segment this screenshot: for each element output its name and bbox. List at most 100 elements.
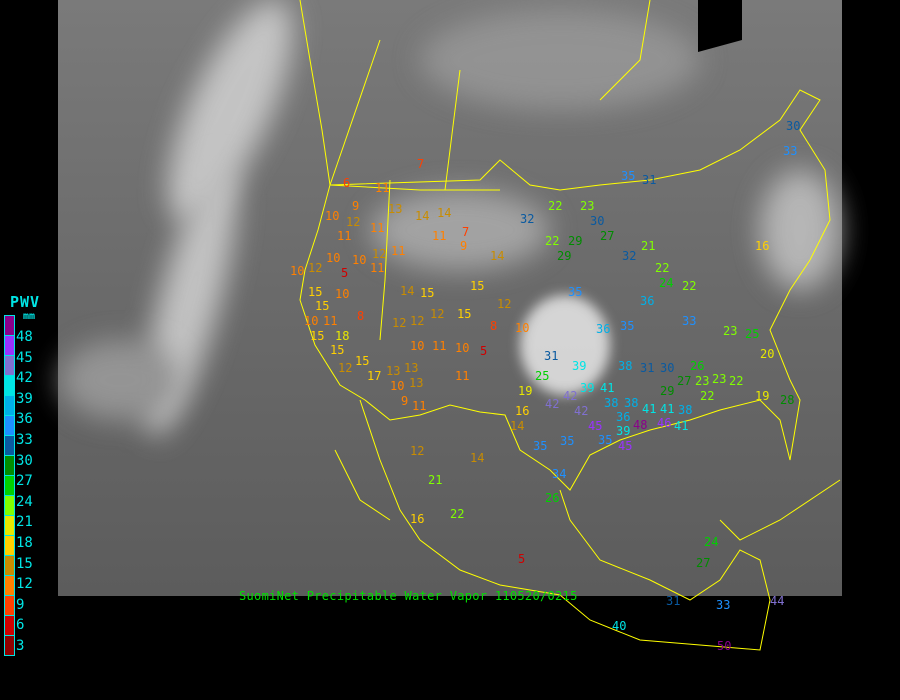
station-pwv-value: 11 bbox=[432, 339, 446, 353]
station-pwv-value: 16 bbox=[410, 512, 424, 526]
station-pwv-value: 10 bbox=[352, 253, 366, 267]
station-pwv-value: 9 bbox=[460, 239, 467, 253]
station-pwv-value: 50 bbox=[717, 639, 731, 653]
station-pwv-value: 12 bbox=[410, 444, 424, 458]
station-pwv-value: 10 bbox=[290, 264, 304, 278]
legend-label: 9 bbox=[16, 596, 25, 613]
legend-label: 21 bbox=[16, 514, 33, 531]
station-pwv-value: 38 bbox=[624, 396, 638, 410]
station-pwv-value: 23 bbox=[712, 372, 726, 386]
station-pwv-value: 11 bbox=[432, 229, 446, 243]
station-pwv-value: 42 bbox=[563, 389, 577, 403]
no-data-region bbox=[698, 0, 742, 52]
station-pwv-value: 35 bbox=[533, 439, 547, 453]
color-legend bbox=[4, 315, 15, 656]
station-pwv-value: 16 bbox=[755, 239, 769, 253]
station-pwv-value: 15 bbox=[308, 285, 322, 299]
station-pwv-value: 34 bbox=[552, 467, 566, 481]
station-pwv-value: 9 bbox=[401, 394, 408, 408]
station-pwv-value: 33 bbox=[682, 314, 696, 328]
legend-label: 6 bbox=[16, 617, 25, 634]
station-pwv-value: 8 bbox=[490, 319, 497, 333]
station-pwv-value: 14 bbox=[470, 451, 484, 465]
station-pwv-value: 12 bbox=[430, 307, 444, 321]
political-borders bbox=[299, 0, 841, 651]
station-pwv-value: 26 bbox=[690, 359, 704, 373]
station-pwv-value: 10 bbox=[410, 339, 424, 353]
legend-label: 39 bbox=[16, 390, 33, 407]
station-pwv-value: 23 bbox=[695, 374, 709, 388]
station-pwv-value: 5 bbox=[480, 344, 487, 358]
station-pwv-value: 15 bbox=[310, 329, 324, 343]
legend-swatch bbox=[4, 576, 15, 596]
station-pwv-value: 10 bbox=[325, 209, 339, 223]
station-pwv-value: 32 bbox=[622, 249, 636, 263]
legend-title: PWV bbox=[10, 293, 41, 311]
legend-swatch bbox=[4, 396, 15, 416]
legend-swatch bbox=[4, 376, 15, 396]
station-pwv-value: 24 bbox=[704, 535, 718, 549]
legend-swatch bbox=[4, 536, 15, 556]
station-pwv-value: 27 bbox=[677, 374, 691, 388]
station-pwv-value: 11 bbox=[323, 314, 337, 328]
station-pwv-value: 13 bbox=[388, 202, 402, 216]
station-pwv-value: 10 bbox=[304, 314, 318, 328]
station-pwv-value: 12 bbox=[346, 215, 360, 229]
legend-swatch bbox=[4, 516, 15, 536]
station-pwv-value: 45 bbox=[618, 439, 632, 453]
legend-label: 33 bbox=[16, 432, 33, 448]
station-pwv-value: 10 bbox=[335, 287, 349, 301]
station-pwv-value: 13 bbox=[404, 361, 418, 375]
station-pwv-value: 19 bbox=[518, 384, 532, 398]
station-pwv-value: 25 bbox=[745, 327, 759, 341]
station-pwv-value: 22 bbox=[682, 279, 696, 293]
station-pwv-value: 6 bbox=[343, 176, 350, 190]
station-pwv-value: 38 bbox=[618, 359, 632, 373]
station-pwv-value: 19 bbox=[755, 389, 769, 403]
station-pwv-value: 8 bbox=[357, 309, 364, 323]
station-pwv-value: 15 bbox=[420, 286, 434, 300]
station-pwv-value: 13 bbox=[386, 364, 400, 378]
station-pwv-value: 12 bbox=[338, 361, 352, 375]
station-pwv-value: 15 bbox=[457, 307, 471, 321]
station-pwv-value: 30 bbox=[786, 119, 800, 133]
legend-swatch bbox=[4, 315, 15, 336]
station-pwv-value: 14 bbox=[400, 284, 414, 298]
station-pwv-value: 42 bbox=[545, 397, 559, 411]
legend-swatch bbox=[4, 556, 15, 576]
station-pwv-value: 14 bbox=[415, 209, 429, 223]
legend-label: 18 bbox=[16, 535, 33, 551]
legend-swatch bbox=[4, 456, 15, 476]
station-pwv-value: 11 bbox=[455, 369, 469, 383]
station-pwv-value: 36 bbox=[640, 294, 654, 308]
station-pwv-value: 32 bbox=[520, 212, 534, 226]
map-caption: SuomiNet Precipitable Water Vapor 110520… bbox=[239, 589, 578, 603]
station-pwv-value: 21 bbox=[428, 473, 442, 487]
station-pwv-value: 23 bbox=[723, 324, 737, 338]
station-pwv-value: 12 bbox=[372, 247, 386, 261]
cloud-cover bbox=[60, 0, 840, 436]
station-pwv-value: 12 bbox=[410, 314, 424, 328]
station-pwv-value: 16 bbox=[515, 404, 529, 418]
station-pwv-value: 33 bbox=[783, 144, 797, 158]
station-pwv-value: 46 bbox=[657, 416, 671, 430]
station-pwv-value: 12 bbox=[497, 297, 511, 311]
legend-label: 42 bbox=[16, 370, 33, 387]
station-pwv-value: 21 bbox=[641, 239, 655, 253]
station-pwv-value: 25 bbox=[535, 369, 549, 383]
station-pwv-value: 12 bbox=[392, 316, 406, 330]
station-pwv-value: 31 bbox=[642, 173, 656, 187]
legend-label: 30 bbox=[16, 452, 33, 469]
station-pwv-value: 29 bbox=[660, 384, 674, 398]
legend-swatch bbox=[4, 596, 15, 616]
station-pwv-value: 15 bbox=[330, 343, 344, 357]
station-pwv-value: 38 bbox=[678, 403, 692, 417]
station-pwv-value: 31 bbox=[640, 361, 654, 375]
station-pwv-value: 38 bbox=[604, 396, 618, 410]
station-pwv-value: 5 bbox=[341, 266, 348, 280]
station-pwv-value: 7 bbox=[462, 225, 469, 239]
station-pwv-value: 18 bbox=[335, 329, 349, 343]
station-pwv-value: 14 bbox=[437, 206, 451, 220]
station-pwv-value: 15 bbox=[355, 354, 369, 368]
station-pwv-value: 24 bbox=[659, 276, 673, 290]
